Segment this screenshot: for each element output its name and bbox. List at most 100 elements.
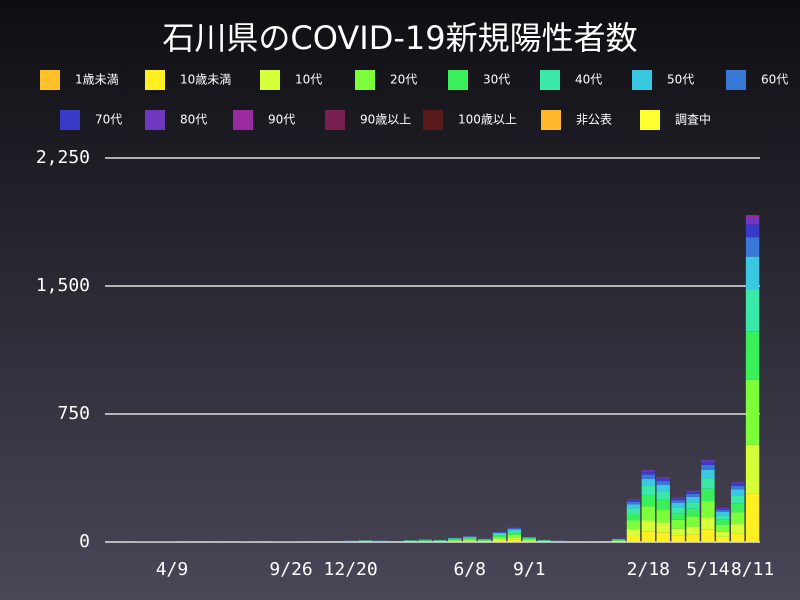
bar-segment	[641, 474, 656, 479]
bar-segment	[701, 465, 715, 470]
y-tick-label: 1,500	[36, 275, 90, 296]
bar-segment	[507, 532, 522, 535]
bar-segment	[522, 537, 536, 539]
bar-segment	[611, 540, 626, 541]
legend-swatch	[540, 70, 560, 90]
bar-segment	[701, 460, 715, 462]
bar-segment	[701, 461, 715, 466]
bar-segment	[701, 478, 715, 489]
bar-segment	[522, 539, 536, 541]
bar-segment	[701, 469, 715, 479]
bar-segment	[492, 540, 507, 542]
bar-segment	[507, 537, 522, 540]
legend-swatch	[448, 70, 468, 90]
legend-label: 30代	[483, 73, 510, 87]
bar-segment	[626, 504, 641, 509]
legend-swatch	[640, 110, 660, 130]
bar-segment	[418, 540, 432, 541]
legend-label: 90歳以上	[360, 113, 411, 127]
bar-segment	[626, 499, 641, 501]
bar-segment	[448, 541, 462, 542]
bar-segment	[716, 508, 730, 510]
bar-segment	[745, 215, 760, 218]
bar-segment	[686, 502, 700, 509]
bar-segment	[492, 538, 507, 541]
legend-swatch	[145, 70, 165, 90]
bar-segment	[686, 493, 700, 497]
bar-segment	[716, 536, 730, 542]
bar-segment	[730, 503, 745, 513]
bar-segment	[492, 532, 507, 533]
legend-label: 40代	[575, 73, 602, 87]
bar-segment	[477, 540, 492, 541]
legend-swatch	[233, 110, 253, 130]
y-tick-label: 2,250	[36, 147, 90, 168]
bar-segment	[656, 478, 670, 482]
x-tick-label: 9/1	[513, 559, 546, 580]
bar-segment	[477, 540, 492, 542]
legend-swatch	[726, 70, 746, 90]
legend-label: 70代	[95, 113, 122, 127]
legend-label: 60代	[761, 73, 788, 87]
bar-segment	[641, 531, 656, 542]
legend-label: 80代	[180, 113, 207, 127]
bar-segment	[671, 528, 685, 536]
bar-segment	[522, 537, 536, 538]
bar-segment	[611, 541, 626, 542]
bar-segment	[492, 536, 507, 539]
bar-segment	[611, 539, 626, 540]
bar-segment	[745, 331, 760, 380]
bar-segment	[730, 495, 745, 504]
bar-segment	[448, 538, 462, 540]
bar-segment	[537, 540, 551, 542]
bar-segment	[671, 497, 685, 499]
bar-segment	[656, 499, 670, 510]
legend-label: 非公表	[576, 113, 612, 127]
y-tick-label: 750	[57, 403, 90, 424]
bar-segment	[626, 529, 641, 536]
bar-segment	[671, 498, 685, 501]
bar-segment	[745, 493, 760, 542]
x-tick-label: 9/26	[269, 559, 312, 580]
bar-segment	[716, 519, 730, 525]
legend-label: 10歳未満	[180, 73, 231, 87]
bar-segment	[477, 539, 492, 540]
bar-segment	[656, 491, 670, 500]
bar-segment	[611, 539, 626, 541]
bar-segment	[686, 496, 700, 503]
bar-segment	[641, 470, 656, 472]
bar-segment	[477, 541, 492, 542]
bar-segment	[745, 289, 760, 332]
bar-segment	[686, 491, 700, 494]
bar-segment	[448, 538, 462, 539]
bar-segment	[671, 535, 685, 542]
legend-label: 90代	[268, 113, 295, 127]
bar-segment	[626, 520, 641, 530]
bar-segment	[626, 501, 641, 505]
bar-segment	[730, 483, 745, 486]
bar-segment	[641, 506, 656, 521]
bar-segment	[745, 256, 760, 290]
bar-segment	[507, 530, 522, 533]
legend-label: 50代	[667, 73, 694, 87]
x-tick-label: 2/18	[627, 559, 670, 580]
bar-segment	[463, 538, 477, 540]
bar-segment	[626, 535, 641, 542]
bar-segment	[477, 539, 492, 541]
bar-segment	[507, 527, 522, 529]
bar-segment	[686, 490, 700, 492]
bar-segment	[671, 519, 685, 529]
x-tick-label: 8/11	[731, 559, 774, 580]
bar-segment	[745, 379, 760, 445]
bar-segment	[716, 511, 730, 516]
bar-segment	[730, 485, 745, 490]
bar-segment	[716, 524, 730, 532]
bar-segment	[671, 513, 685, 520]
bar-segment	[745, 444, 760, 494]
x-tick-label: 6/8	[453, 559, 486, 580]
bar-segment	[656, 477, 670, 479]
bar-segment	[716, 515, 730, 520]
bar-segment	[641, 486, 656, 496]
legend-label: 調査中	[675, 112, 711, 127]
